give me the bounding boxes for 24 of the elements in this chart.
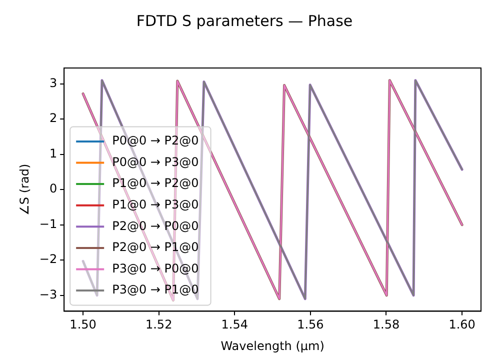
y-tick-label: −3: [39, 287, 58, 302]
y-tick-label: 1: [49, 146, 58, 160]
x-tick-label: 1.52: [145, 318, 172, 332]
x-tick-label: 1.54: [221, 318, 248, 332]
chart-title: FDTD S parameters — Phase: [135, 12, 354, 30]
y-axis-title: ∠S (rad): [17, 164, 32, 216]
y-tick-label: −1: [39, 216, 58, 231]
y-tick-label: 0: [49, 182, 58, 196]
y-tick-label: 3: [49, 76, 58, 90]
x-tick-label: 1.58: [372, 318, 400, 332]
legend-label: P2@0 → P0@0: [112, 218, 199, 233]
x-tick-label: 1.60: [448, 318, 476, 332]
legend-label: P0@0 → P2@0: [112, 134, 199, 148]
legend-label: P3@0 → P0@0: [112, 261, 199, 276]
legend-label: P0@0 → P3@0: [112, 154, 199, 169]
y-tick-label: −2: [39, 252, 58, 266]
x-axis-title: Wavelength (µm): [220, 338, 324, 353]
legend-label: P3@0 → P1@0: [112, 282, 199, 297]
legend-label: P2@0 → P1@0: [112, 240, 199, 254]
y-tick-label: 2: [49, 111, 58, 126]
legend-label: P1@0 → P3@0: [112, 197, 199, 212]
x-tick-label: 1.50: [70, 318, 96, 332]
x-tick-label: 1.56: [297, 318, 324, 332]
legend-label: P1@0 → P2@0: [112, 176, 199, 190]
